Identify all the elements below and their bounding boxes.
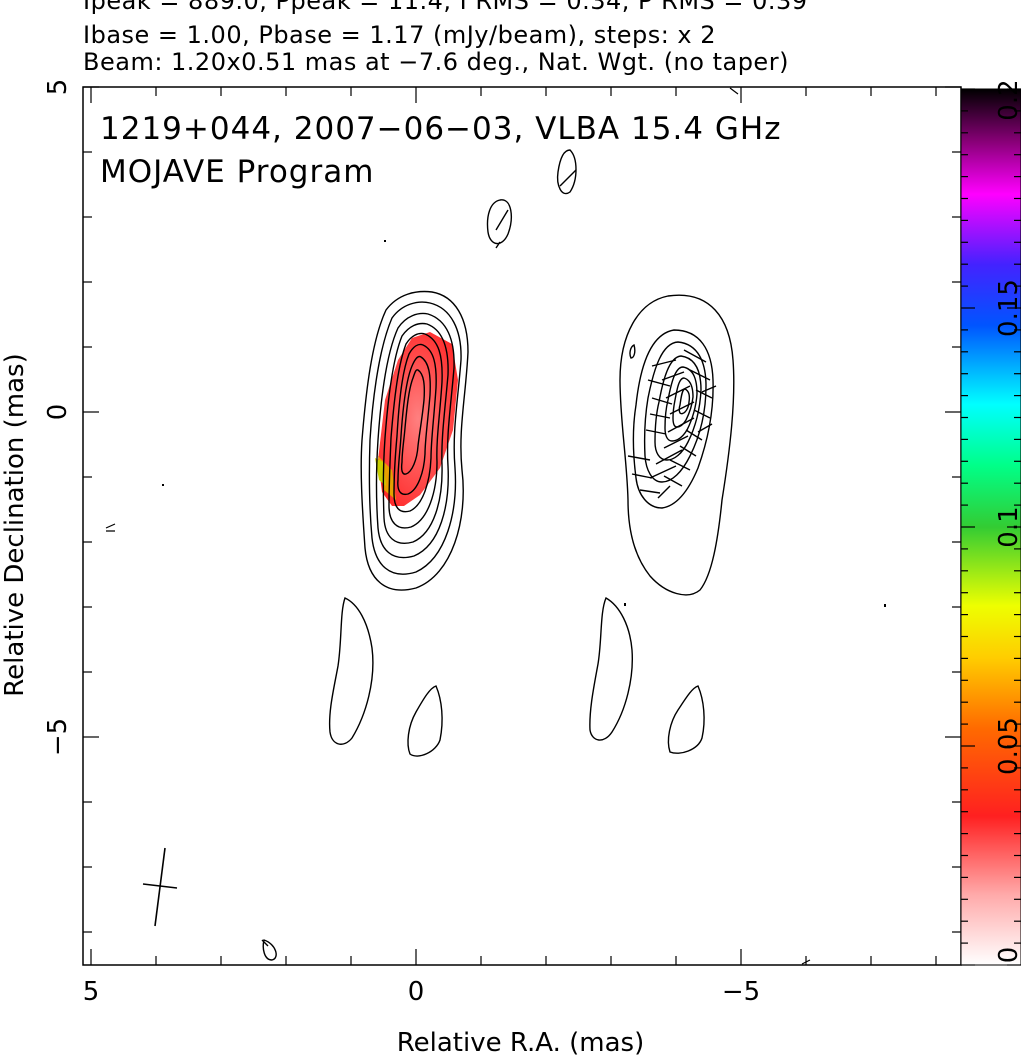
polarization-ticks — [627, 349, 717, 499]
x-axis-label: Relative R.A. (mas) — [396, 1028, 645, 1058]
y-tick-label: −5 — [43, 718, 73, 756]
axis-tick-labels: 5 0 −5 5 0 −5 0 0.05 0.1 0.15 0.2 — [43, 79, 1021, 1007]
lower-contours — [262, 149, 705, 961]
plot-title: 1219+044, 2007−06−03, VLBA 15.4 GHz — [100, 111, 782, 147]
beam-symbol — [142, 847, 178, 927]
colorbar-tick-label: 0.05 — [994, 717, 1021, 775]
noise-specks — [105, 87, 886, 965]
y-tick-label: 0 — [43, 404, 73, 421]
colorbar-tick-label: 0.15 — [994, 279, 1021, 337]
y-tick-label: 5 — [43, 79, 73, 96]
colorbar-tick-label: 0.2 — [994, 79, 1021, 120]
header-line-3: Beam: 1.20x0.51 mas at −7.6 deg., Nat. W… — [83, 48, 789, 76]
y-axis-label: Relative Declination (mas) — [0, 353, 30, 697]
x-tick-label: 5 — [83, 977, 100, 1007]
plot-subtitle: MOJAVE Program — [100, 154, 375, 190]
blob-ticks — [261, 169, 577, 947]
left-contours — [360, 290, 469, 591]
header-line-2: Ibase = 1.00, Pbase = 1.17 (mJy/beam), s… — [83, 21, 717, 49]
axis-ticks — [83, 86, 1021, 966]
plot-frame — [82, 86, 962, 966]
x-tick-label: 0 — [408, 977, 425, 1007]
right-contours — [619, 294, 735, 596]
x-tick-label: −5 — [722, 977, 760, 1007]
colorbar-tick-label: 0.1 — [994, 506, 1021, 547]
header-line-1: Ipeak = 889.0, Ppeak = 11.4, I RMS = 0.3… — [83, 0, 808, 15]
colorbar-tick-label: 0 — [994, 947, 1021, 964]
